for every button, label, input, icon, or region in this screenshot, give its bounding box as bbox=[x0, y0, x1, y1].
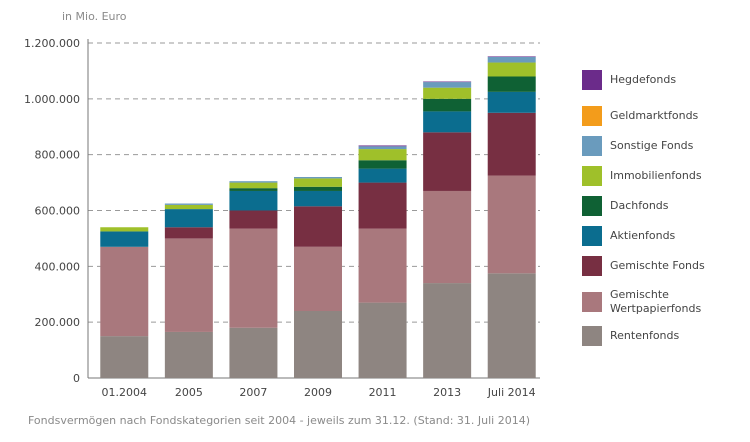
legend-swatch bbox=[582, 256, 602, 276]
bar-segment-sonstige-fonds bbox=[358, 146, 407, 150]
bar-segment-immobilienfonds bbox=[100, 227, 149, 232]
legend-label: Aktienfonds bbox=[610, 229, 676, 242]
bar-segment-immobilienfonds bbox=[487, 62, 536, 77]
chart-caption: Fondsvermögen nach Fondskategorien seit … bbox=[28, 414, 530, 427]
bar-segment-immobilienfonds bbox=[423, 87, 472, 99]
legend-swatch bbox=[582, 326, 602, 346]
y-tick-label: 400.000 bbox=[35, 260, 81, 273]
bar-segment-aktienfonds bbox=[423, 111, 472, 133]
legend-label: Gemischte Fonds bbox=[610, 259, 705, 272]
bar-segment-hegdefonds bbox=[358, 145, 407, 147]
bar-segment-sonstige-fonds bbox=[294, 177, 342, 179]
legend-item: Sonstige Fonds bbox=[582, 136, 693, 156]
x-tick-label: 01.2004 bbox=[102, 386, 148, 399]
bar-segment-immobilienfonds bbox=[164, 204, 213, 210]
legend-item: Hegdefonds bbox=[582, 70, 676, 90]
y-tick-label: 1.200.000 bbox=[24, 37, 80, 50]
x-tick-label: 2013 bbox=[433, 386, 461, 399]
legend-swatch bbox=[582, 70, 602, 90]
bar-segment-rentenfonds bbox=[229, 327, 278, 378]
legend-label: Hegdefonds bbox=[610, 73, 677, 86]
bar-segment-sonstige-fonds bbox=[164, 203, 213, 205]
bar-segment-gemischte-wertpapierfonds bbox=[358, 228, 407, 303]
bar-segment-dachfonds bbox=[487, 76, 536, 92]
legend-label: Immobilienfonds bbox=[610, 169, 702, 182]
y-tick-label: 800.000 bbox=[35, 149, 81, 162]
legend-swatch bbox=[582, 292, 602, 312]
legend-item: Gemischte Fonds bbox=[582, 256, 705, 276]
legend-label: Dachfonds bbox=[610, 199, 669, 212]
legend-label: Rentenfonds bbox=[610, 329, 680, 342]
bar-segment-dachfonds bbox=[423, 98, 472, 112]
bar-segment-rentenfonds bbox=[164, 331, 213, 378]
legend-swatch bbox=[582, 196, 602, 216]
bar-segment-sonstige-fonds bbox=[487, 56, 536, 63]
bar-segment-gemischte-fonds bbox=[423, 132, 472, 191]
bar-segment-gemischte-wertpapierfonds bbox=[487, 175, 536, 274]
unit-label: in Mio. Euro bbox=[62, 10, 127, 23]
bar-segment-gemischte-wertpapierfonds bbox=[164, 238, 213, 332]
bar-segment-gemischte-fonds bbox=[487, 112, 536, 176]
bar-segment-immobilienfonds bbox=[294, 178, 342, 187]
legend-label: Sonstige Fonds bbox=[610, 139, 694, 152]
bar-segment-rentenfonds bbox=[423, 283, 472, 378]
bar-segment-sonstige-fonds bbox=[423, 82, 472, 88]
x-tick-label: 2011 bbox=[369, 386, 397, 399]
bar-segment-gemischte-wertpapierfonds bbox=[294, 246, 342, 311]
bar-segment-aktienfonds bbox=[294, 190, 342, 207]
y-tick-label: 600.000 bbox=[35, 205, 81, 218]
bar-segment-gemischte-wertpapierfonds bbox=[229, 228, 278, 328]
legend-swatch bbox=[582, 136, 602, 156]
bar-segment-gemischte-wertpapierfonds bbox=[423, 190, 472, 284]
bar-segment-aktienfonds bbox=[100, 231, 149, 247]
y-tick-label: 1.000.000 bbox=[24, 93, 80, 106]
legend-label: Geldmarktfonds bbox=[610, 109, 699, 122]
bar-segment-gemischte-fonds bbox=[294, 206, 342, 247]
legend-item: Aktienfonds bbox=[582, 226, 675, 246]
bar-segment-rentenfonds bbox=[294, 311, 342, 378]
bar-segment-dachfonds bbox=[358, 160, 407, 169]
bar-segment-rentenfonds bbox=[487, 273, 536, 378]
legend-item: Geldmarktfonds bbox=[582, 106, 698, 126]
legend-item: Dachfonds bbox=[582, 196, 669, 216]
legend-label: Gemischte Wertpapierfonds bbox=[610, 288, 702, 315]
y-tick-label: 0 bbox=[73, 372, 80, 385]
x-tick-label: Juli 2014 bbox=[487, 386, 536, 399]
bar-segment-hegdefonds bbox=[487, 56, 536, 57]
bar-segment-dachfonds bbox=[294, 186, 342, 191]
bar-segment-dachfonds bbox=[229, 188, 278, 191]
bar-segment-aktienfonds bbox=[229, 190, 278, 211]
bar-segment-hegdefonds bbox=[423, 81, 472, 83]
bar-segment-rentenfonds bbox=[358, 302, 407, 378]
legend-swatch bbox=[582, 106, 602, 126]
bar-segment-rentenfonds bbox=[100, 336, 149, 378]
bar-segment-immobilienfonds bbox=[358, 149, 407, 161]
bar-segment-immobilienfonds bbox=[229, 182, 278, 189]
x-tick-label: 2009 bbox=[304, 386, 332, 399]
legend-item: Gemischte Wertpapierfonds bbox=[582, 288, 701, 316]
x-tick-label: 2007 bbox=[239, 386, 267, 399]
bar-segment-aktienfonds bbox=[358, 168, 407, 183]
bar-segment-gemischte-wertpapierfonds bbox=[100, 246, 149, 337]
bar-segment-aktienfonds bbox=[164, 209, 213, 228]
bar-segment-sonstige-fonds bbox=[229, 181, 278, 183]
legend-item: Rentenfonds bbox=[582, 326, 679, 346]
bar-segment-gemischte-fonds bbox=[358, 182, 407, 229]
bar-segment-gemischte-fonds bbox=[229, 210, 278, 229]
bar-segment-aktienfonds bbox=[487, 91, 536, 113]
y-tick-label: 200.000 bbox=[35, 316, 81, 329]
legend-swatch bbox=[582, 226, 602, 246]
legend-swatch bbox=[582, 166, 602, 186]
legend-item: Immobilienfonds bbox=[582, 166, 702, 186]
bar-segment-gemischte-fonds bbox=[164, 227, 213, 239]
x-tick-label: 2005 bbox=[175, 386, 203, 399]
